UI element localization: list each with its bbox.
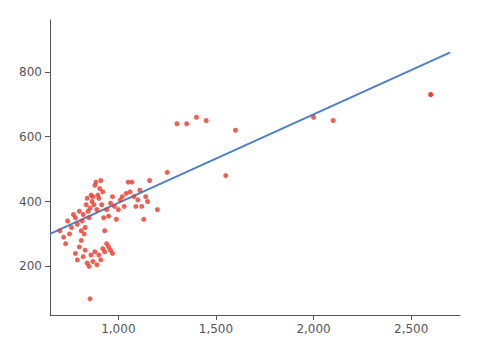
svg-text:1,500: 1,500 (199, 322, 233, 336)
svg-text:200: 200 (19, 259, 42, 273)
svg-text:1,000: 1,000 (101, 322, 135, 336)
svg-text:2,500: 2,500 (394, 322, 428, 336)
svg-text:400: 400 (19, 195, 42, 209)
svg-text:2,000: 2,000 (296, 322, 330, 336)
svg-text:800: 800 (19, 65, 42, 79)
svg-text:600: 600 (19, 130, 42, 144)
